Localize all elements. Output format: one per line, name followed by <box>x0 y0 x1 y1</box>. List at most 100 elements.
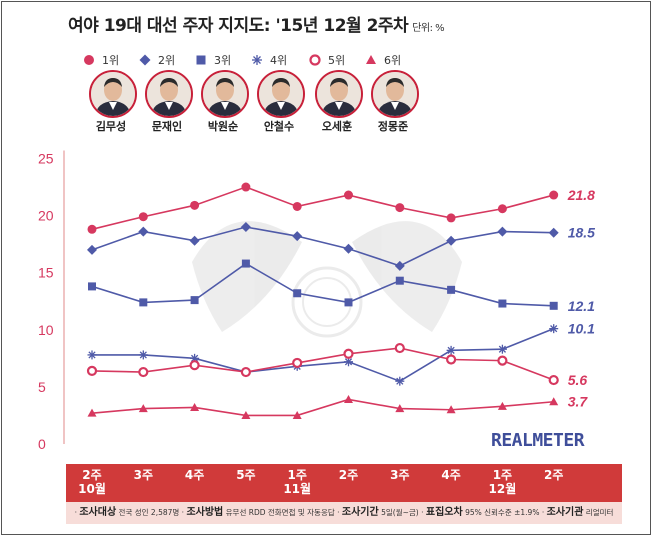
data-point <box>139 298 148 307</box>
series-line <box>91 262 554 307</box>
series-asterisk: 10.1 <box>87 321 595 386</box>
legend-marker-icon <box>366 55 376 64</box>
y-tick-label: 0 <box>38 436 46 452</box>
x-tick-label: 1주 11월 <box>283 468 312 496</box>
candidate-name: 정몽준 <box>377 120 409 133</box>
data-point <box>189 360 200 371</box>
data-point <box>343 243 354 254</box>
data-point <box>497 226 508 237</box>
end-value-label: 10.1 <box>568 321 595 337</box>
end-value-label: 5.6 <box>568 372 588 388</box>
data-point <box>446 345 456 355</box>
data-point <box>138 366 149 378</box>
data-point <box>394 342 405 354</box>
data-point <box>549 190 559 200</box>
end-value-label: 21.8 <box>567 187 595 203</box>
data-point <box>446 405 456 414</box>
series-line <box>91 398 554 417</box>
candidate-photo <box>89 70 137 118</box>
series-diamond: 18.5 <box>87 222 595 271</box>
footer-item: · 조사방법 유무선 RDD 전화면접 및 자동응답 <box>179 507 335 518</box>
data-point <box>240 366 251 378</box>
footer-key: 표집오차 <box>425 507 463 518</box>
data-point <box>138 226 149 237</box>
y-tick-label: 10 <box>38 322 54 338</box>
portrait-icon <box>373 72 417 116</box>
x-tick-label: 5주 <box>236 468 256 482</box>
data-point <box>138 404 148 413</box>
data-point <box>87 224 97 234</box>
y-tick-label: 15 <box>38 265 54 281</box>
data-point <box>87 244 97 255</box>
y-tick-label: 25 <box>38 151 54 167</box>
series-circle: 21.8 <box>87 182 595 234</box>
data-point <box>548 227 559 238</box>
footer-value: 유무선 RDD 전화면접 및 자동응답 <box>223 508 335 517</box>
candidate-name: 문재인 <box>151 120 183 133</box>
footer-value: 전국 성인 2,587명 <box>116 508 180 517</box>
footer-item: · 조사대상 전국 성인 2,587명 <box>74 507 180 518</box>
data-point <box>190 296 199 305</box>
footer-value: 5일(월~금) <box>378 508 419 517</box>
watermark-emblem <box>192 221 462 338</box>
legend-rank-label: 6위 <box>384 54 402 67</box>
candidate-photo <box>257 70 305 118</box>
footer-item: · 조사기간 5일(월~금) <box>334 507 419 518</box>
footer-value: 95% 신뢰수준 ±1.9% <box>462 508 540 517</box>
footer-item: · 조사기관 리얼미터 <box>539 507 614 518</box>
data-point <box>241 410 251 419</box>
data-point <box>395 203 405 213</box>
legend-marker-icon <box>139 54 151 66</box>
legend-rank-label: 4위 <box>270 54 288 67</box>
data-point <box>394 260 405 271</box>
data-point <box>343 348 354 359</box>
legend-item: 3위 <box>192 52 252 68</box>
data-point <box>138 212 148 222</box>
data-point <box>240 222 251 233</box>
y-tick-label: 20 <box>38 208 54 224</box>
candidate-photo <box>201 70 249 118</box>
data-point <box>292 231 303 242</box>
data-point <box>498 299 507 308</box>
end-value-label: 18.5 <box>568 225 595 241</box>
data-point <box>395 404 405 413</box>
data-point <box>548 374 559 386</box>
legend-rank-label: 2위 <box>158 54 176 67</box>
unit-label: 단위: % <box>412 23 445 34</box>
candidate-name: 오세훈 <box>321 120 353 133</box>
data-point <box>395 376 405 386</box>
series-line <box>91 226 554 267</box>
y-tick-label: 5 <box>38 379 46 395</box>
data-point <box>344 394 353 403</box>
data-point <box>138 350 148 360</box>
x-tick-label: 2주 <box>338 468 359 482</box>
footer-key: 조사기간 <box>341 507 379 518</box>
candidate-name: 박원순 <box>207 120 239 133</box>
series-line <box>91 347 554 381</box>
legend-item: 5위 <box>306 52 366 68</box>
x-tick-label: 4주 <box>184 468 205 482</box>
legend-marker-icon <box>252 55 262 65</box>
portrait-icon <box>91 72 135 116</box>
data-point <box>497 401 507 410</box>
data-point <box>241 259 250 268</box>
portrait-icon <box>147 72 191 116</box>
portrait-icon <box>203 72 247 116</box>
legend-item: 1위 <box>80 52 140 68</box>
end-value-label: 3.7 <box>568 394 589 410</box>
candidate-name: 김무성 <box>95 120 127 133</box>
series-ring: 5.6 <box>86 342 588 388</box>
x-tick-label: 3주 <box>133 468 153 482</box>
portrait-icon <box>259 72 303 116</box>
data-point <box>395 276 404 285</box>
candidate-photo <box>315 70 363 118</box>
footer-key: 조사대상 <box>79 507 117 518</box>
footer-key: 조사방법 <box>186 507 224 518</box>
data-point <box>292 410 302 419</box>
legend-rank-label: 3위 <box>214 54 232 67</box>
data-point <box>292 357 303 369</box>
x-axis-bar: 2주 10월 3주 4주 5주 1주 11월 2주 3주 4주 1주 12월 2주 <box>66 464 622 502</box>
footer-value: 리얼미터 <box>583 508 614 517</box>
